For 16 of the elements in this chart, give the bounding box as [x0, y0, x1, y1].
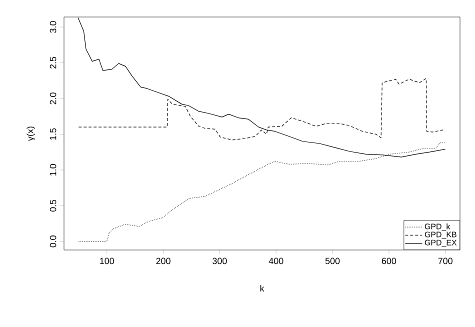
x-axis-title: k — [260, 284, 264, 292]
x-tick-label: 100 — [100, 258, 114, 264]
x-tick-label: 400 — [268, 258, 284, 264]
x-tick-label: 300 — [212, 258, 227, 264]
y-tick-label: 1.0 — [50, 164, 56, 176]
x-tick-label: 700 — [438, 258, 452, 264]
y-tick-label: 2.0 — [50, 92, 56, 104]
y-tick-label: 0.5 — [50, 200, 56, 212]
y-tick-label: 0.0 — [50, 236, 56, 248]
x-tick-label: 500 — [325, 258, 340, 264]
x-tick-label: 200 — [156, 258, 170, 264]
y-tick-label: 2.5 — [50, 56, 56, 69]
x-tick-label: 600 — [382, 258, 396, 264]
y-axis-title: γ(x) — [26, 126, 36, 141]
y-tick-label: 3.0 — [50, 21, 56, 33]
y-tick-label: 1.5 — [50, 128, 56, 140]
